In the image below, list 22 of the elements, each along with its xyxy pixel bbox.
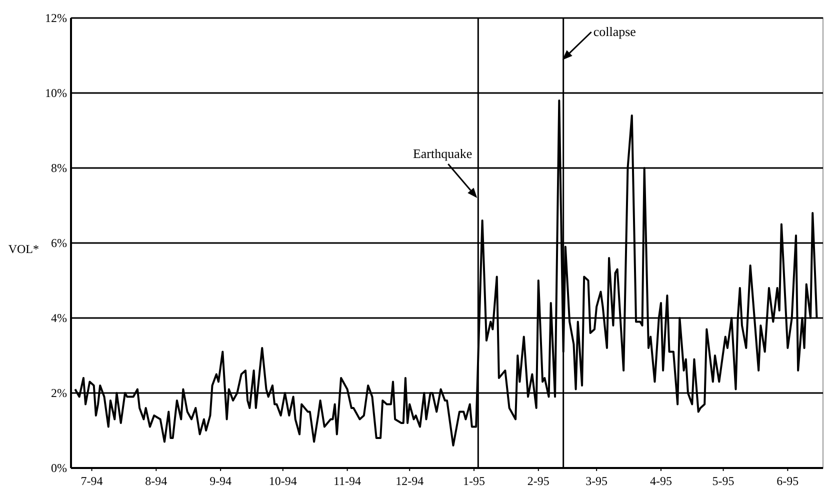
x-tick-label: 8-94 xyxy=(145,474,168,488)
y-tick-label: 12% xyxy=(45,11,67,25)
x-tick-label: 9-94 xyxy=(210,474,232,488)
x-tick-label: 2-95 xyxy=(527,474,550,488)
x-tick-label: 1-95 xyxy=(463,474,486,488)
y-tick-label: 6% xyxy=(51,236,67,250)
x-tick-label: 7-94 xyxy=(80,474,103,488)
x-tick-label: 5-95 xyxy=(712,474,734,488)
y-tick-label: 10% xyxy=(45,86,67,100)
y-tick-label: 2% xyxy=(51,386,67,400)
x-tick-label: 12-94 xyxy=(396,474,424,488)
x-tick-label: 3-95 xyxy=(586,474,608,488)
x-tick-label: 6-95 xyxy=(776,474,799,488)
y-axis-title: VOL* xyxy=(8,242,39,256)
ref-line-label: Earthquake xyxy=(412,146,472,161)
y-tick-label: 0% xyxy=(51,461,67,475)
x-tick-label: 10-94 xyxy=(268,474,297,488)
y-tick-label: 8% xyxy=(51,161,67,175)
ref-line-label: collapse xyxy=(593,24,636,39)
x-tick-label: 4-95 xyxy=(650,474,672,488)
x-tick-label: 11-94 xyxy=(334,474,362,488)
y-tick-label: 4% xyxy=(51,311,67,325)
